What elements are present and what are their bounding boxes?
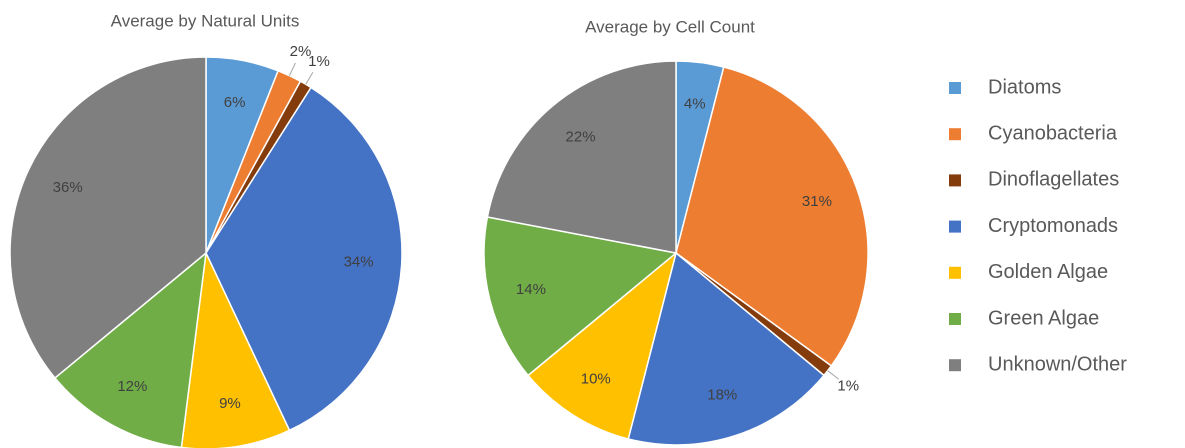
legend-label: Dinoflagellates xyxy=(988,169,1119,191)
legend-label: Diatoms xyxy=(988,76,1061,98)
legend-swatch xyxy=(949,313,961,325)
pie-slice xyxy=(627,251,825,446)
legend-swatch xyxy=(949,220,961,233)
data-label: 31% xyxy=(802,193,832,210)
data-label: 12% xyxy=(117,378,147,395)
data-label: 14% xyxy=(516,281,546,298)
chart-title: Average by Cell Count xyxy=(585,17,755,36)
legend-label: Unknown/Other xyxy=(988,353,1127,375)
legend-swatch xyxy=(949,359,961,372)
legend-swatch xyxy=(949,174,961,187)
data-label: 10% xyxy=(581,370,611,387)
pie-slice xyxy=(486,60,677,254)
pie-slice xyxy=(527,250,678,440)
pie-slice xyxy=(675,66,869,367)
legend-label: Green Algae xyxy=(988,307,1099,329)
data-label: 34% xyxy=(344,254,374,271)
pie-slice xyxy=(483,216,678,377)
legend-swatch xyxy=(949,266,961,279)
legend-label: Cyanobacteria xyxy=(988,122,1118,144)
data-label: 1% xyxy=(308,53,330,70)
chart-title: Average by Natural Units xyxy=(111,11,300,30)
data-label: 18% xyxy=(707,386,737,403)
leader-line xyxy=(305,71,314,85)
legend-swatch xyxy=(949,82,961,94)
data-label: 36% xyxy=(53,179,83,196)
pie-slice xyxy=(205,86,403,432)
data-label: 6% xyxy=(224,94,246,111)
pie-slice xyxy=(9,56,207,379)
data-label: 4% xyxy=(684,95,706,112)
legend-label: Cryptomonads xyxy=(988,215,1118,237)
data-label: 22% xyxy=(566,129,596,146)
legend-label: Golden Algae xyxy=(988,261,1108,283)
data-label: 2% xyxy=(290,43,312,60)
data-label: 1% xyxy=(837,378,859,395)
data-label: 9% xyxy=(219,395,241,412)
legend-swatch xyxy=(949,128,961,141)
leader-line xyxy=(289,62,296,76)
leader-line xyxy=(827,370,840,380)
pie-slice xyxy=(53,251,207,448)
